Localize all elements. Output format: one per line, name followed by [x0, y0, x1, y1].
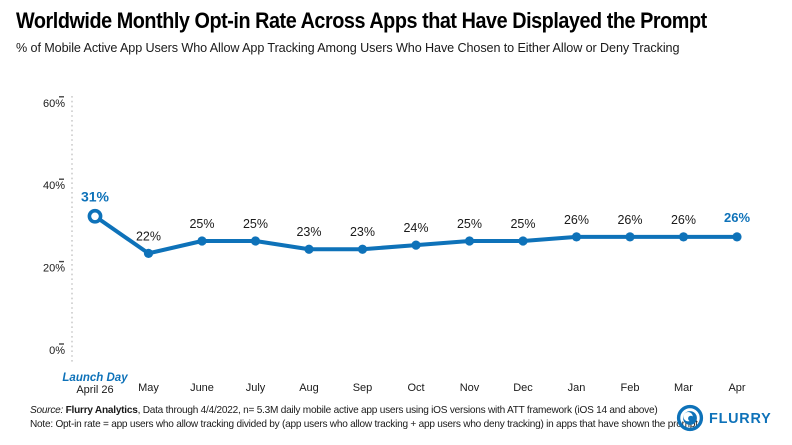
flurry-logo: FLURRY — [676, 404, 774, 432]
flurry-logo-text: FLURRY — [708, 409, 772, 427]
data-point — [143, 248, 154, 258]
data-point-label: 31% — [81, 188, 110, 204]
source-details: , Data through 4/4/2022, n= 5.3M daily m… — [137, 404, 658, 416]
data-point — [87, 208, 103, 224]
data-point — [518, 236, 528, 246]
note-line: Note: Opt-in rate = app users who allow … — [30, 418, 698, 430]
flurry-logo-icon — [676, 404, 704, 432]
data-point — [250, 236, 261, 246]
data-point-label: 23% — [350, 225, 375, 239]
data-point — [304, 244, 314, 254]
data-point-label: 23% — [296, 225, 321, 239]
data-point — [357, 244, 368, 254]
x-axis-label: Mar — [674, 382, 693, 394]
data-point-label: 24% — [403, 221, 428, 235]
source-line: Source: Flurry Analytics, Data through 4… — [30, 404, 658, 416]
x-axis-label: Oct — [407, 382, 424, 394]
x-axis-label: Nov — [460, 382, 480, 394]
data-point-label: 22% — [136, 229, 161, 243]
x-axis-label: Feb — [621, 382, 640, 394]
data-point — [732, 232, 742, 242]
data-point — [464, 236, 475, 246]
optin-rate-line-chart: 60% 40% 20% 0% 31% 22% 25% 25% 23% 23% 24% 25% 25% 26… — [43, 96, 750, 396]
data-point — [625, 232, 635, 242]
data-point-label: 26% — [671, 213, 696, 227]
x-axis-label: May — [138, 382, 159, 394]
data-point-label: 25% — [510, 217, 535, 231]
x-axis-label: June — [190, 382, 214, 394]
data-point — [197, 236, 207, 246]
x-axis-label: Aug — [299, 382, 319, 394]
x-axis-label: Sep — [353, 382, 373, 394]
chart-subtitle: % of Mobile Active App Users Who Allow A… — [16, 40, 680, 55]
x-axis-label: July — [246, 382, 266, 394]
x-axis-label: Jan — [568, 382, 586, 394]
data-point-label: 25% — [243, 217, 268, 231]
source-name: Flurry Analytics — [63, 404, 138, 416]
chart-area: 60% 40% 20% 0% 31% 22% 25% 25% 23% 23% 24% 25% 25% 26… — [0, 82, 792, 400]
chart-title: Worldwide Monthly Opt-in Rate Across App… — [16, 8, 707, 33]
data-point-label: 26% — [617, 213, 642, 227]
y-axis-tick-label: 40% — [43, 180, 65, 192]
data-point-label: 26% — [564, 213, 589, 227]
data-point — [571, 232, 582, 242]
y-axis-tick-label: 20% — [43, 263, 65, 275]
y-axis-tick-label: 60% — [43, 98, 65, 110]
data-point — [678, 232, 689, 242]
data-point — [411, 240, 421, 250]
data-point-label: 25% — [457, 217, 482, 231]
y-axis-tick-label: 0% — [49, 345, 65, 357]
launch-day-label: Launch Day — [62, 372, 128, 384]
launch-day-date: April 26 — [76, 384, 113, 396]
x-axis-label: Apr — [728, 382, 745, 394]
x-axis-label: Dec — [513, 382, 533, 394]
source-label: Source: — [30, 404, 64, 416]
data-point-label: 26% — [724, 210, 750, 225]
data-point-label: 25% — [189, 217, 214, 231]
